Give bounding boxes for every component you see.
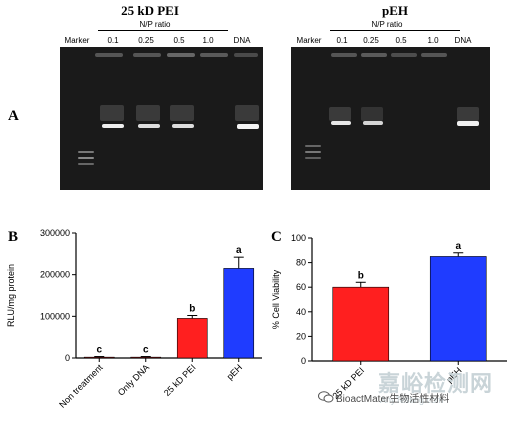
marker-band — [78, 157, 94, 159]
lane-label: 0.25 — [363, 36, 379, 45]
dna-band — [237, 124, 259, 129]
y-tick-label: 200000 — [40, 270, 70, 280]
chart-b: 0 100000 200000 300000 RLU/mg protein c Non tr… — [6, 228, 262, 410]
panel-label-c: C — [271, 229, 282, 245]
well — [167, 53, 195, 57]
smear — [170, 105, 194, 121]
significance-letter: c — [96, 345, 102, 356]
smear — [457, 107, 479, 121]
smear — [100, 105, 124, 121]
marker-band — [78, 151, 94, 153]
bar — [223, 268, 255, 359]
well — [133, 53, 161, 57]
y-tick-label: 80 — [296, 258, 306, 268]
y-axis-label: RLU/mg protein — [6, 264, 16, 327]
bar — [176, 318, 208, 359]
bar — [429, 256, 487, 362]
lane-label: 0.1 — [336, 36, 348, 45]
marker-band — [78, 163, 94, 165]
dna-band — [331, 121, 351, 125]
watermark-text: BioactMater生物活性材料 — [336, 394, 450, 405]
well — [200, 53, 228, 57]
x-tick-label: 25 kD PEI — [162, 362, 198, 398]
y-tick-label: 20 — [296, 331, 306, 341]
watermark-faint: 嘉峪检测网 — [378, 372, 494, 397]
well — [95, 53, 123, 57]
significance-letter: a — [455, 241, 461, 252]
lane-label: 0.5 — [395, 36, 407, 45]
np-ratio-label: N/P ratio — [371, 20, 403, 29]
smear — [361, 107, 383, 121]
significance-letter: b — [358, 270, 364, 281]
lane-label: 0.1 — [107, 36, 119, 45]
lane-label: Marker — [296, 36, 322, 45]
np-ratio-rule — [330, 30, 460, 31]
dna-band — [172, 124, 194, 128]
np-ratio-rule — [98, 30, 228, 31]
y-tick-label: 0 — [65, 353, 70, 363]
x-tick-label: Non treatment — [57, 362, 105, 410]
well — [421, 53, 447, 57]
lane-label: 1.0 — [202, 36, 214, 45]
np-ratio-label: N/P ratio — [139, 20, 171, 29]
significance-letter: a — [236, 245, 242, 256]
dna-band — [102, 124, 124, 128]
significance-letter: c — [143, 345, 149, 356]
x-tick-label: Only DNA — [116, 362, 151, 397]
panel-label-b: B — [8, 229, 19, 245]
bar — [332, 286, 390, 362]
panel-label-a: A — [8, 108, 19, 124]
y-tick-label: 60 — [296, 282, 306, 292]
y-tick-label: 300000 — [40, 228, 70, 238]
lane-label: Marker — [64, 36, 90, 45]
well — [234, 53, 258, 57]
lane-label: 0.25 — [138, 36, 154, 45]
smear — [136, 105, 160, 121]
y-axis-label: % Cell Viability — [271, 269, 281, 329]
watermark-faint-url: AnyTesting.com — [380, 395, 444, 405]
dna-band — [363, 121, 383, 125]
gel-image-peh — [291, 47, 490, 190]
gel-title-pei: 25 kD PEI — [121, 3, 179, 18]
dna-band — [138, 124, 160, 128]
lane-label: DNA — [233, 36, 251, 45]
bar — [83, 356, 115, 359]
significance-letter: b — [189, 304, 195, 315]
gel-image-pei — [60, 47, 263, 190]
dna-band — [457, 121, 479, 126]
marker-band — [305, 151, 321, 153]
lane-label: DNA — [454, 36, 472, 45]
well — [331, 53, 357, 57]
y-tick-label: 100000 — [40, 311, 70, 321]
x-tick-label: pEH — [225, 362, 244, 381]
lane-label: 0.5 — [173, 36, 185, 45]
well — [391, 53, 417, 57]
lane-label: 1.0 — [427, 36, 439, 45]
marker-band — [305, 157, 321, 159]
y-tick-label: 0 — [301, 356, 306, 366]
smear — [235, 105, 259, 121]
bar — [130, 356, 162, 359]
gel-title-peh: pEH — [381, 3, 408, 18]
y-tick-label: 40 — [296, 307, 306, 317]
marker-band — [305, 145, 321, 147]
y-tick-label: 100 — [291, 233, 306, 243]
wechat-icon — [318, 390, 334, 403]
smear — [329, 107, 351, 121]
well — [361, 53, 387, 57]
